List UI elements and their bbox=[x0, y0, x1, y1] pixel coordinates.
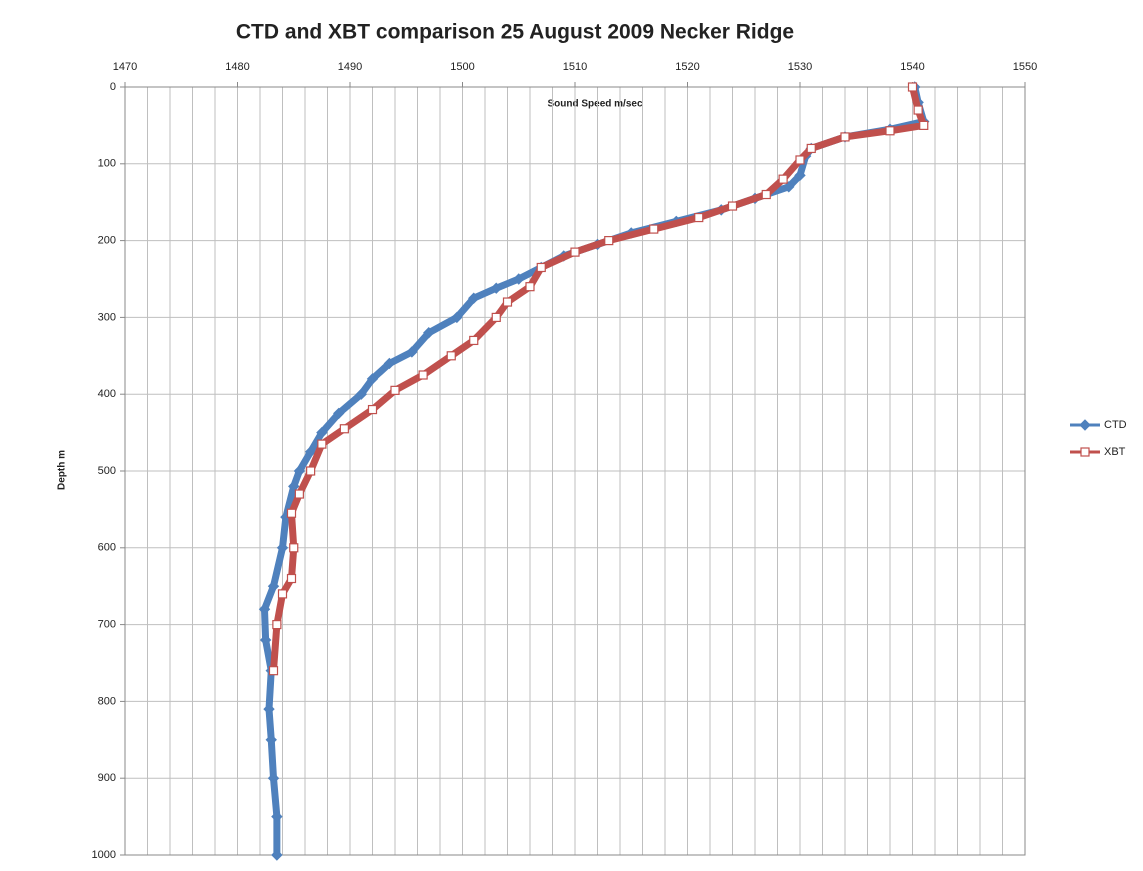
data-point bbox=[536, 262, 546, 273]
data-point bbox=[907, 82, 918, 92]
data-point bbox=[794, 169, 806, 182]
data-point bbox=[913, 105, 923, 115]
data-point bbox=[513, 273, 525, 285]
data-point bbox=[271, 810, 283, 823]
data-point bbox=[604, 236, 614, 246]
x-axis-title: Sound Speed m/sec bbox=[547, 99, 642, 110]
data-point bbox=[919, 120, 929, 131]
chart-title: CTD and XBT comparison 25 August 2009 Ne… bbox=[236, 21, 794, 44]
data-point bbox=[390, 385, 400, 395]
y-tick-label: 700 bbox=[98, 619, 116, 631]
data-point bbox=[272, 619, 282, 630]
data-point bbox=[423, 327, 435, 339]
data-point bbox=[288, 480, 300, 493]
y-tick-label: 0 bbox=[110, 81, 116, 93]
data-point bbox=[806, 143, 816, 154]
data-point bbox=[649, 224, 659, 234]
data-point bbox=[367, 404, 378, 415]
data-point bbox=[694, 212, 704, 223]
data-point bbox=[271, 849, 283, 861]
data-point bbox=[267, 580, 280, 592]
data-point bbox=[317, 439, 327, 449]
data-point bbox=[451, 311, 463, 324]
plot-border bbox=[124, 86, 1026, 856]
x-tick-label: 1480 bbox=[225, 61, 249, 73]
data-point bbox=[490, 282, 502, 294]
data-point bbox=[258, 603, 271, 615]
y-axis-title: Depth m bbox=[57, 450, 68, 490]
y-tick-label: 900 bbox=[98, 772, 116, 784]
y-tick-label: 600 bbox=[98, 542, 116, 554]
data-point bbox=[468, 292, 480, 304]
data-point bbox=[265, 734, 277, 746]
data-point bbox=[783, 181, 795, 193]
legend-marker bbox=[1079, 419, 1091, 431]
data-point bbox=[259, 634, 272, 646]
legend-marker bbox=[1080, 447, 1090, 457]
x-tick-label: 1530 bbox=[788, 61, 812, 73]
series-group bbox=[268, 82, 929, 676]
y-tick-label: 1000 bbox=[92, 849, 116, 861]
x-tick-label: 1550 bbox=[1013, 61, 1037, 73]
data-point bbox=[778, 174, 788, 184]
x-tick-label: 1500 bbox=[450, 61, 474, 73]
data-point bbox=[268, 666, 279, 676]
data-point bbox=[286, 573, 297, 584]
y-tick-label: 300 bbox=[98, 311, 116, 323]
data-point bbox=[383, 357, 396, 370]
data-point bbox=[333, 407, 345, 420]
data-point bbox=[355, 388, 367, 400]
y-tick-label: 500 bbox=[98, 465, 116, 477]
data-point bbox=[267, 772, 280, 784]
data-point bbox=[294, 489, 304, 499]
data-point bbox=[418, 370, 428, 380]
data-point bbox=[316, 426, 328, 439]
data-point bbox=[525, 282, 535, 292]
data-point bbox=[289, 543, 299, 553]
data-point bbox=[366, 373, 379, 385]
data-point bbox=[286, 508, 297, 518]
data-point bbox=[469, 335, 479, 346]
data-point bbox=[339, 424, 349, 434]
x-tick-label: 1490 bbox=[338, 61, 362, 73]
data-point bbox=[570, 247, 580, 257]
data-point bbox=[263, 703, 275, 715]
x-tick-label: 1520 bbox=[675, 61, 699, 73]
data-point bbox=[491, 312, 501, 322]
data-point bbox=[446, 351, 456, 361]
x-tick-label: 1510 bbox=[563, 61, 587, 73]
data-point bbox=[761, 189, 771, 200]
x-tick-label: 1540 bbox=[900, 61, 924, 73]
data-point bbox=[840, 132, 850, 142]
data-point bbox=[304, 446, 317, 458]
y-tick-label: 800 bbox=[98, 695, 116, 707]
y-tick-label: 400 bbox=[98, 388, 116, 400]
data-point bbox=[502, 297, 513, 307]
legend-label: CTD bbox=[1104, 419, 1127, 431]
data-point bbox=[406, 346, 418, 358]
data-point bbox=[727, 201, 738, 211]
legend-label: XBT bbox=[1104, 446, 1126, 458]
data-point bbox=[276, 542, 289, 554]
data-point bbox=[885, 126, 895, 136]
y-tick-label: 200 bbox=[98, 235, 116, 247]
data-point bbox=[306, 466, 316, 476]
data-point bbox=[795, 155, 805, 165]
x-tick-label: 1470 bbox=[113, 61, 137, 73]
data-point bbox=[277, 589, 288, 599]
y-tick-label: 100 bbox=[98, 158, 116, 170]
data-point bbox=[293, 465, 306, 477]
